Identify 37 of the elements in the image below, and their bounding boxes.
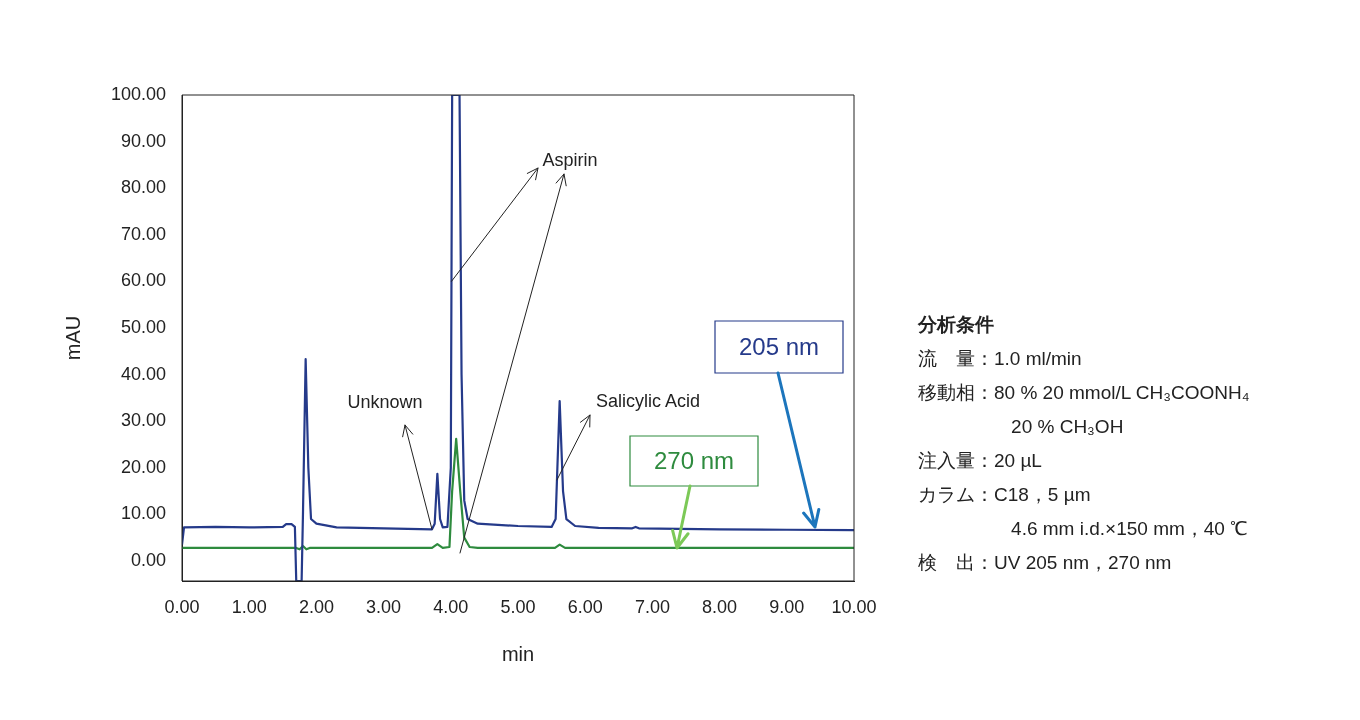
x-tick-label: 3.00 xyxy=(366,596,402,617)
x-tick-label: 10.00 xyxy=(831,596,877,617)
y-tick-label: 10.00 xyxy=(120,503,166,524)
text: 205 nm xyxy=(738,332,820,360)
x-tick-label: 8.00 xyxy=(702,596,738,617)
y-tick-label: 0.00 xyxy=(130,549,166,570)
x-tick-label: 6.00 xyxy=(567,596,603,617)
text: 20 % CH₃OH xyxy=(1010,415,1125,439)
y-tick-label: 50.00 xyxy=(120,316,166,337)
x-tick-label: 5.00 xyxy=(500,596,536,617)
y-tick-label: 70.00 xyxy=(120,223,166,244)
x-tick-label: 2.00 xyxy=(298,596,334,617)
x-tick-label: 9.00 xyxy=(769,596,805,617)
y-tick-label: 90.00 xyxy=(120,130,166,151)
annotation: Unknown xyxy=(347,391,423,412)
text: カラム：C18，5 µm xyxy=(918,483,1092,507)
annotation: Aspirin xyxy=(542,149,598,170)
x-axis-title: min xyxy=(501,642,535,665)
text: 4.6 mm i.d.×150 mm，40 ℃ xyxy=(1010,517,1250,541)
x-tick-label: 1.00 xyxy=(231,596,267,617)
y-tick-label: 40.00 xyxy=(120,363,166,384)
x-tick-label: 4.00 xyxy=(433,596,469,617)
x-tick-label: 7.00 xyxy=(634,596,670,617)
text: 検 出：UV 205 nm，270 nm xyxy=(918,551,1173,575)
x-tick-label: 0.00 xyxy=(164,596,200,617)
y-tick-label: 80.00 xyxy=(120,177,166,198)
text: 270 nm xyxy=(653,446,735,474)
y-tick-label: 30.00 xyxy=(120,410,166,431)
text: 分析条件 xyxy=(918,313,995,337)
text: 注入量：20 µL xyxy=(918,449,1043,473)
y-axis-title: mAU xyxy=(61,315,84,361)
annotation: Salicylic Acid xyxy=(595,390,701,411)
y-tick-label: 60.00 xyxy=(120,270,166,291)
text: 流 量：1.0 ml/min xyxy=(918,347,1083,371)
text: 移動相：80 % 20 mmol/L CH₃COONH₄ xyxy=(918,381,1250,405)
y-tick-label: 100.00 xyxy=(110,83,166,104)
y-tick-label: 20.00 xyxy=(120,456,166,477)
